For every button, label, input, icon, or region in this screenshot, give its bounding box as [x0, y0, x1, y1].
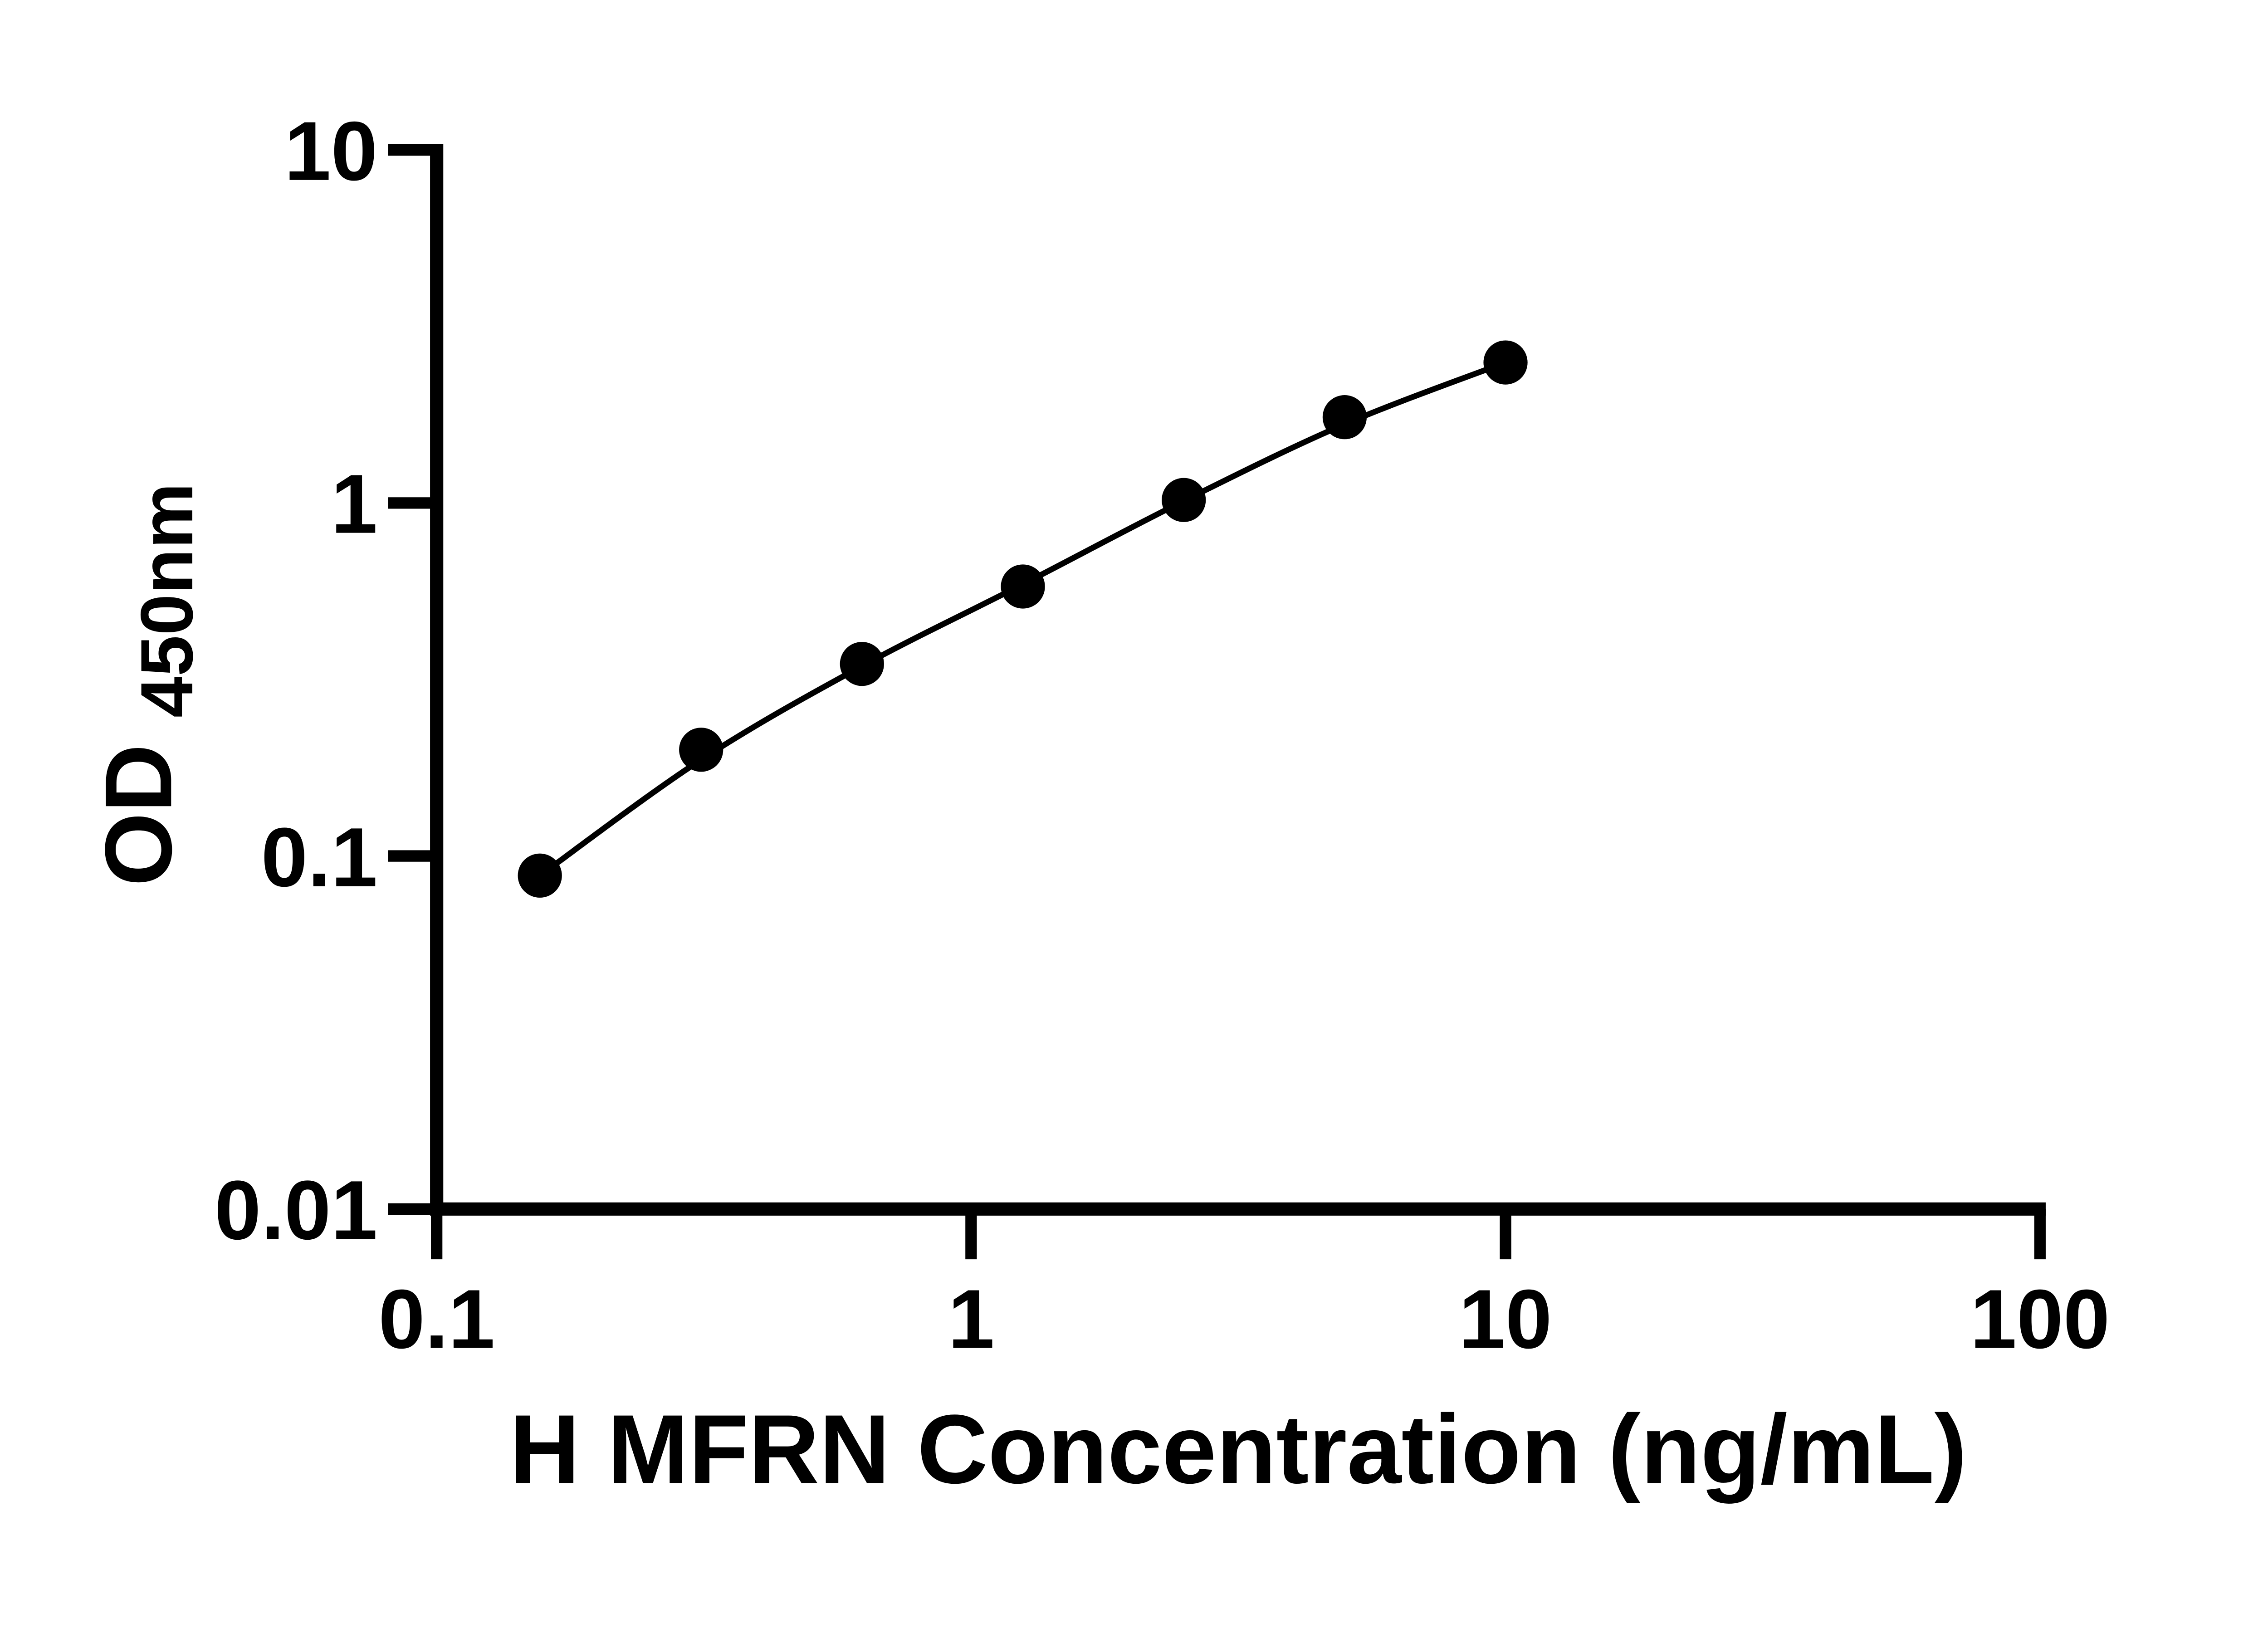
fit-curve-line	[537, 359, 1509, 879]
x-tick-label: 0.1	[378, 1273, 495, 1366]
y-axis-tick-labels: 10 1 0.1 0.01	[215, 105, 378, 1257]
y-tick-label: 1	[331, 458, 378, 551]
x-axis-title: H MFRN Concentration (ng/mL)	[509, 1394, 1967, 1504]
data-point-marker	[1001, 564, 1045, 609]
data-point-marker	[518, 853, 562, 898]
data-point-marker	[679, 728, 723, 772]
data-point-marker	[1162, 478, 1206, 522]
y-axis-title-subscript: 450nm	[125, 483, 208, 718]
data-point-marker	[840, 642, 884, 686]
x-tick-label: 1	[948, 1273, 995, 1366]
x-tick-label: 10	[1459, 1273, 1552, 1366]
y-tick-label: 10	[284, 105, 378, 198]
data-point-marker	[1322, 395, 1367, 440]
data-points	[518, 340, 1528, 898]
x-axis-ticks	[431, 1209, 2046, 1260]
standard-curve-chart: 10 1 0.1 0.01 0.1 1 10 100 H MFRN Concen…	[86, 104, 2110, 1504]
x-axis-tick-labels: 0.1 1 10 100	[378, 1273, 2110, 1366]
data-point-marker	[1483, 340, 1528, 385]
y-tick-label: 0.1	[261, 811, 378, 905]
x-tick-label: 100	[1970, 1273, 2110, 1366]
y-axis-title-main: OD	[86, 744, 191, 886]
axis-lines	[430, 144, 2046, 1216]
y-axis-title: OD 450nm	[86, 483, 208, 886]
y-tick-label: 0.01	[215, 1164, 378, 1257]
chart-canvas: 10 1 0.1 0.01 0.1 1 10 100 H MFRN Concen…	[86, 104, 2110, 1504]
